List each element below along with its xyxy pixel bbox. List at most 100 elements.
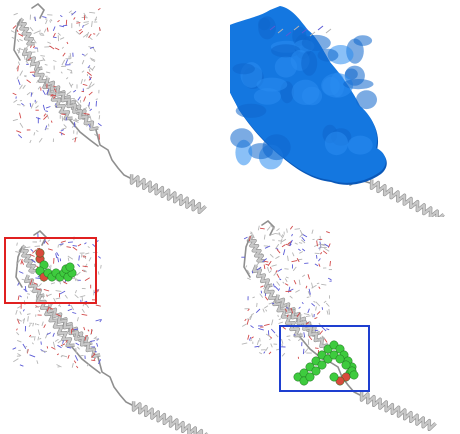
- side-chain-stick: [83, 12, 87, 18]
- side-chain-stick: [17, 61, 21, 66]
- side-chain-stick: [289, 295, 293, 299]
- loop-segment: [261, 219, 275, 236]
- side-chain-stick: [32, 249, 37, 254]
- side-chain-stick: [31, 92, 34, 96]
- side-chain-stick: [289, 239, 293, 246]
- side-chain-stick: [38, 309, 41, 313]
- side-chain-stick: [45, 241, 49, 245]
- side-chain-stick: [58, 110, 61, 113]
- side-chain-stick: [72, 119, 79, 123]
- side-chain-stick: [291, 309, 297, 314]
- side-chain-stick: [66, 68, 73, 72]
- side-chain-stick: [275, 270, 278, 273]
- side-chain-stick: [281, 234, 285, 239]
- side-chain-stick: [289, 225, 294, 230]
- side-chain-stick: [67, 257, 70, 262]
- side-chain-stick: [263, 323, 270, 327]
- side-chain-stick: [87, 65, 91, 69]
- side-chain-stick: [44, 332, 49, 339]
- side-chain-stick: [326, 231, 330, 234]
- side-chain-stick: [36, 360, 39, 364]
- side-chain-stick: [96, 126, 100, 130]
- side-chain-stick: [30, 248, 34, 252]
- side-chain-stick: [274, 285, 279, 290]
- side-chain-stick: [301, 28, 308, 34]
- side-chain-stick: [303, 313, 310, 316]
- helix-segment-fill: [55, 87, 99, 131]
- side-chain-stick: [98, 256, 101, 259]
- side-chain-stick: [46, 88, 50, 95]
- side-chain-stick: [264, 296, 269, 301]
- side-chain-stick: [52, 96, 56, 99]
- side-chain-stick: [250, 313, 255, 316]
- side-chain-stick: [305, 322, 310, 325]
- side-chain-stick: [321, 283, 327, 286]
- side-chain-stick: [259, 293, 264, 298]
- side-chain-stick: [263, 260, 269, 263]
- side-chain-stick: [293, 334, 296, 336]
- side-chain-stick: [42, 16, 47, 19]
- side-chain-stick: [20, 258, 23, 265]
- side-chain-stick: [269, 253, 274, 258]
- side-chain-stick: [22, 343, 27, 350]
- side-chain-stick: [94, 16, 98, 22]
- side-chain-stick: [267, 260, 272, 267]
- side-chain-stick: [315, 306, 317, 311]
- side-chain-stick: [29, 263, 33, 269]
- surface-bump: [230, 128, 254, 148]
- side-chain-stick: [256, 302, 258, 307]
- side-chain-stick: [22, 84, 26, 89]
- side-chain-stick: [286, 314, 289, 318]
- side-chain-stick: [71, 137, 78, 141]
- side-chain-stick: [22, 309, 25, 312]
- side-chain-stick: [315, 301, 321, 307]
- side-chain-stick: [79, 30, 84, 35]
- side-chain-stick: [274, 232, 281, 235]
- side-chain-stick: [43, 240, 47, 244]
- side-chain-stick: [16, 76, 19, 80]
- side-chain-stick: [250, 336, 254, 339]
- side-chain-stick: [17, 79, 21, 86]
- side-chain-stick: [88, 68, 91, 73]
- side-chain-stick: [43, 288, 50, 292]
- side-chain-stick: [264, 245, 271, 249]
- side-chain-stick: [301, 239, 306, 244]
- panel-bottom-right: [230, 217, 460, 434]
- surface-bump: [232, 63, 255, 75]
- side-chain-stick: [37, 86, 41, 90]
- side-chain-stick: [22, 318, 25, 324]
- side-chain-stick: [57, 244, 59, 248]
- protein-ligand-view-1: [4, 229, 209, 434]
- side-chain-stick: [41, 321, 44, 327]
- side-chain-stick: [89, 108, 93, 111]
- side-chain-stick: [16, 328, 18, 331]
- side-chain-stick: [296, 312, 301, 318]
- side-chain-stick: [52, 60, 57, 62]
- side-chain-stick: [318, 258, 321, 262]
- side-chain-stick: [328, 308, 330, 315]
- side-chain-stick: [88, 46, 92, 48]
- side-chain-stick: [268, 351, 272, 355]
- ligand-carbon-atom: [305, 372, 315, 382]
- side-chain-stick: [251, 233, 255, 239]
- side-chain-stick: [291, 252, 295, 257]
- side-chain-stick: [314, 329, 319, 332]
- side-chain-stick: [265, 333, 271, 338]
- side-chain-stick: [249, 315, 252, 319]
- side-chain-stick: [57, 32, 61, 36]
- side-chain-stick: [258, 343, 262, 348]
- side-chain-stick: [65, 77, 69, 80]
- side-chain-stick: [260, 290, 263, 294]
- side-chain-stick: [309, 31, 316, 37]
- side-chain-stick: [86, 363, 89, 367]
- side-chain-stick: [52, 26, 56, 31]
- side-chain-stick: [313, 244, 319, 247]
- side-chain-stick: [17, 258, 22, 264]
- helix-segment-fill: [57, 314, 101, 358]
- side-chain-stick: [271, 264, 277, 267]
- surface-bump: [324, 131, 349, 156]
- side-chain-stick: [31, 342, 34, 345]
- side-chain-stick: [54, 338, 59, 342]
- side-chain-stick: [50, 94, 54, 96]
- side-chain-stick: [262, 258, 267, 263]
